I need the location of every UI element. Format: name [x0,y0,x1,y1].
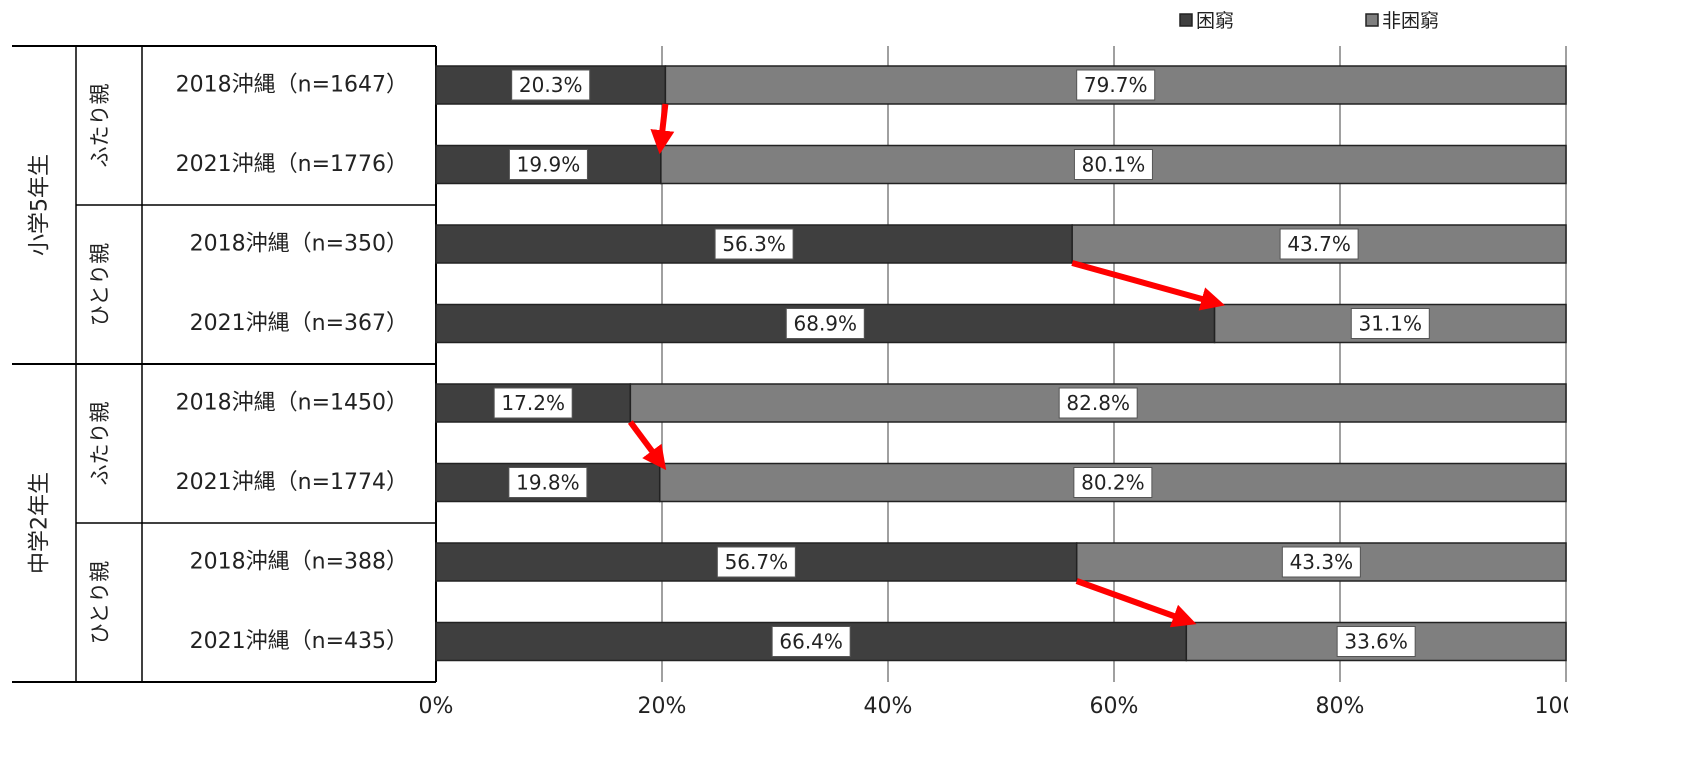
legend-label-0: 困窮 [1196,10,1234,32]
data-label-box-1-0 [1076,69,1156,101]
data-label-box-1-5 [1073,467,1153,498]
data-label-box-0-6 [716,546,796,578]
subgroup-label-0-1: ひとり親 [88,243,112,326]
category-label-6: 2018沖縄（n=388） [190,550,408,575]
x-tick-label-2: 40% [864,694,913,719]
x-tick-label-0: 0% [419,694,454,719]
data-label-1-7: 33.6% [1344,630,1408,654]
data-label-1-3: 31.1% [1359,312,1423,336]
category-label-5: 2021沖縄（n=1774） [176,470,408,495]
change-arrows [627,103,1225,628]
data-label-0-7: 66.4% [779,630,843,654]
data-label-box-0-2 [714,228,794,260]
change-arrow-2 [627,420,667,471]
data-label-0-3: 68.9% [794,312,858,336]
data-label-box-1-2 [1279,228,1359,260]
change-arrow-3 [1075,578,1197,628]
data-label-box-1-3 [1350,308,1430,339]
data-label-1-4: 82.8% [1066,391,1130,415]
data-label-box-0-3 [785,308,865,339]
x-tick-label-1: 20% [638,694,687,719]
data-label-box-0-7 [771,626,851,657]
subgroup-label-1-1: ひとり親 [88,561,112,644]
subgroup-label-1-0: ふたり親 [88,402,112,486]
legend-label-1: 非困窮 [1382,10,1439,32]
data-label-box-1-1 [1073,149,1153,180]
data-label-box-1-6 [1281,546,1361,578]
category-label-0: 2018沖縄（n=1647） [176,73,408,98]
data-label-box-1-7 [1336,626,1416,657]
data-label-1-1: 80.1% [1082,153,1146,177]
category-label-2: 2018沖縄（n=350） [190,232,408,257]
data-label-box-0-4 [493,387,573,419]
legend-swatch-1 [1365,13,1379,27]
data-label-0-2: 56.3% [722,232,786,256]
category-label-7: 2021沖縄（n=435） [190,629,408,654]
change-arrow-1 [1071,260,1225,311]
data-label-box-0-5 [508,467,588,498]
data-label-1-0: 79.7% [1084,73,1148,97]
data-labels: 20.3% 79.7% 19.9% 80.1% 56.3% 43.7% 68.9% 31.1%… [493,69,1430,657]
category-table: 小学5年生ふたり親ひとり親中学2年生ふたり親ひとり親2018沖縄（n=1647）… [12,45,436,683]
data-label-0-0: 20.3% [519,73,583,97]
change-arrow-0 [650,103,675,155]
data-label-box-1-4 [1058,387,1138,419]
data-label-0-6: 56.7% [725,550,789,574]
data-label-box-0-1 [508,149,588,180]
group-label-0: 小学5年生 [28,154,53,256]
data-label-1-5: 80.2% [1081,471,1145,495]
stacked-bar-chart: 小学5年生ふたり親ひとり親中学2年生ふたり親ひとり親2018沖縄（n=1647）… [12,10,1568,719]
grid-lines [435,46,1567,682]
data-label-0-1: 19.9% [517,153,581,177]
legend-swatch-0 [1179,13,1193,27]
data-label-1-2: 43.7% [1287,232,1351,256]
x-tick-label-3: 60% [1090,694,1139,719]
x-tick-label-5: 100% [1535,694,1568,719]
data-label-0-4: 17.2% [501,391,565,415]
legend: 困窮 非困窮 [1179,10,1439,32]
category-label-4: 2018沖縄（n=1450） [176,391,408,416]
x-axis-ticks: 0% 20% 40% 60% 80% 100% [419,694,1568,719]
group-label-1: 中学2年生 [28,472,53,574]
data-label-1-6: 43.3% [1290,550,1354,574]
data-label-box-0-0 [511,69,591,101]
subgroup-label-0-0: ふたり親 [88,84,112,168]
bars [435,65,1567,662]
x-tick-label-4: 80% [1316,694,1365,719]
category-label-3: 2021沖縄（n=367） [190,311,408,336]
data-label-0-5: 19.8% [516,471,580,495]
category-label-1: 2021沖縄（n=1776） [176,152,408,177]
